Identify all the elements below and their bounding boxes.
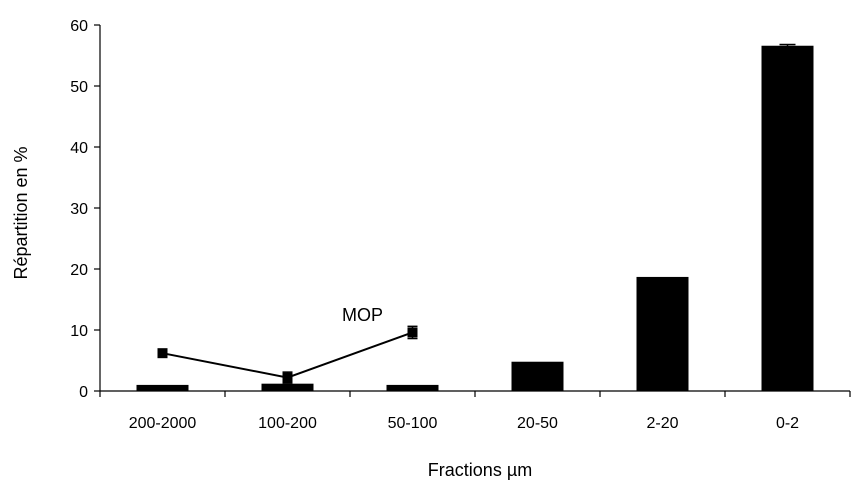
mop-annotation: MOP — [342, 305, 383, 325]
y-tick-label: 60 — [70, 18, 88, 35]
x-tick-label: 200-2000 — [129, 415, 197, 432]
x-tick-label: 100-200 — [258, 415, 317, 432]
y-tick-label: 40 — [70, 140, 88, 157]
mop-marker — [407, 327, 418, 338]
bar — [636, 276, 689, 391]
y-tick-label: 50 — [70, 79, 88, 96]
mop-marker — [157, 348, 168, 359]
bar — [136, 384, 189, 391]
x-tick-label: 2-20 — [646, 415, 678, 432]
bar-series — [136, 43, 814, 392]
y-axis-title: Répartition en % — [11, 146, 31, 279]
bar — [386, 384, 439, 391]
mop-line — [162, 331, 413, 379]
bar — [761, 45, 814, 392]
x-tick-label: 0-2 — [776, 415, 799, 432]
mop-marker — [282, 372, 293, 383]
y-tick-label: 30 — [70, 201, 88, 218]
x-axis-title: Fractions µm — [428, 460, 532, 480]
y-tick-label: 20 — [70, 262, 88, 279]
bar — [261, 383, 314, 391]
axes: 0 10 20 30 40 50 60 200-2000 100-200 50-100 20-50 2… — [70, 18, 851, 432]
y-tick-label: 0 — [79, 384, 88, 401]
mop-series — [157, 325, 418, 384]
x-tick-label: 50-100 — [388, 415, 438, 432]
x-tick-label: 20-50 — [517, 415, 558, 432]
bar — [511, 361, 564, 391]
y-tick-label: 10 — [70, 323, 88, 340]
